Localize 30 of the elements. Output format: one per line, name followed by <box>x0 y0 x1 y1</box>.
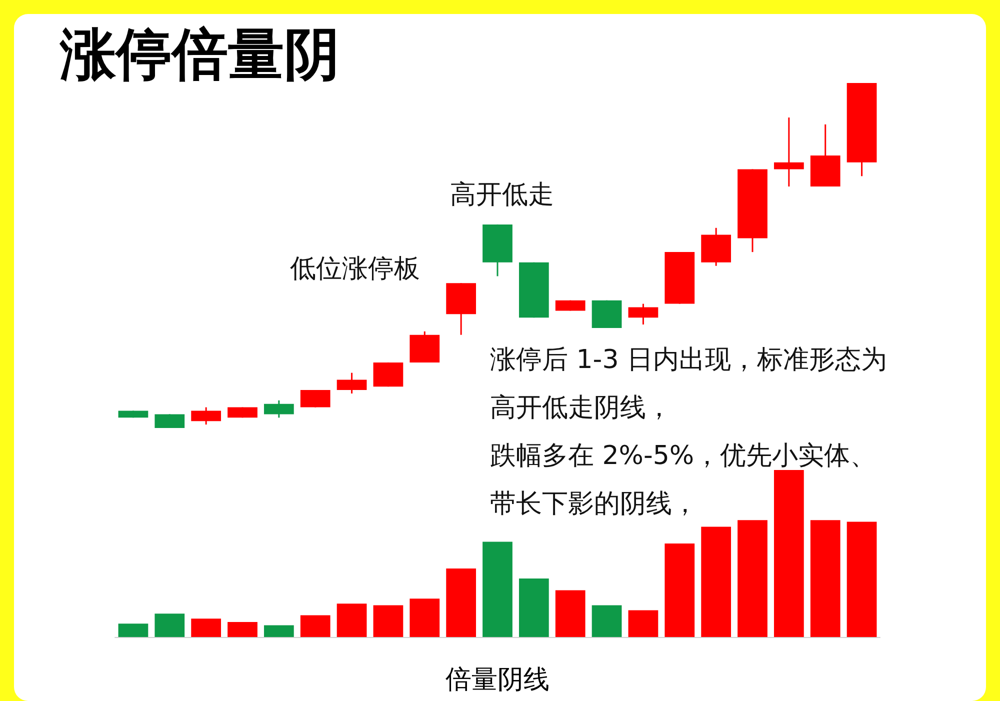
bar <box>410 598 440 637</box>
bar <box>154 614 185 637</box>
bar <box>738 520 768 637</box>
bar <box>555 590 586 637</box>
bar <box>336 604 367 637</box>
bar <box>592 605 622 637</box>
candlestick <box>774 116 804 188</box>
annotation: 带长下影的阴线， <box>490 488 698 521</box>
bar <box>446 568 476 637</box>
bar <box>228 622 258 637</box>
bar <box>191 618 222 637</box>
bar <box>810 520 840 637</box>
bar <box>300 615 330 637</box>
bar <box>664 543 695 637</box>
bar <box>774 470 804 637</box>
bar <box>264 625 294 637</box>
bar <box>118 624 148 637</box>
bar <box>518 578 549 637</box>
annotation: 涨停后 1-3 日内出现，标准形态为 <box>490 344 887 377</box>
bar <box>628 610 658 637</box>
annotation: 高开低走 <box>450 180 554 210</box>
annotation: 跌幅多在 2%-5%，优先小实体、 <box>490 440 876 473</box>
bar <box>482 542 512 637</box>
annotation: 高开低走阴线， <box>490 392 672 425</box>
bar <box>846 522 877 637</box>
bar <box>701 526 732 637</box>
chart-title: 涨停倍量阴 <box>59 22 340 88</box>
annotation: 低位涨停板 <box>290 254 420 284</box>
x-axis-title: 倍量阴线 <box>446 665 550 695</box>
bar <box>373 605 404 637</box>
